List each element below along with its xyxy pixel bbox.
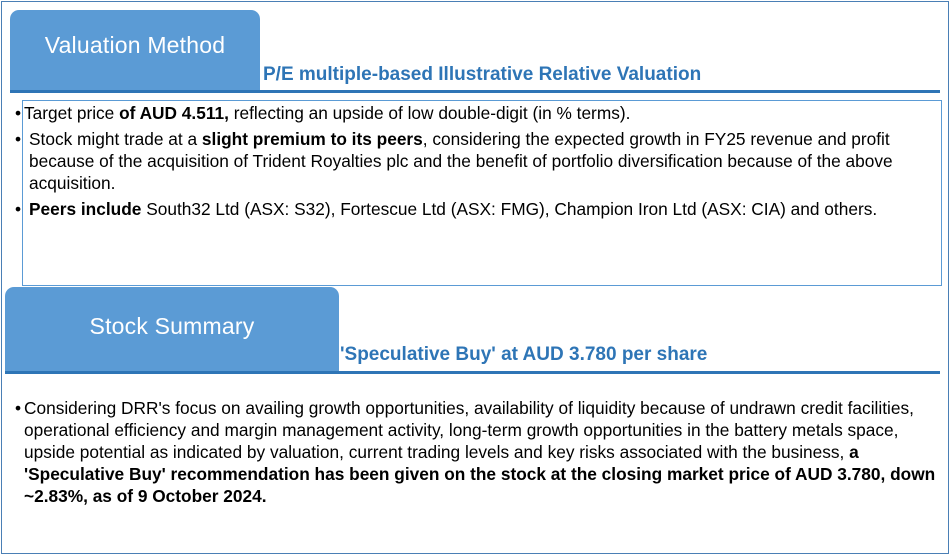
bullet-text: Considering DRR's focus on availing grow… <box>24 397 940 507</box>
text-run: Considering DRR's focus on availing grow… <box>24 398 914 462</box>
bullet-text: Target price of AUD 4.511, reflecting an… <box>24 102 935 124</box>
list-item: • Stock might trade at a slight premium … <box>15 128 935 194</box>
bullet-marker: • <box>15 129 22 149</box>
text-run: Stock might trade at a <box>29 129 202 149</box>
summary-subtitle: 'Speculative Buy' at AUD 3.780 per share <box>340 344 708 365</box>
summary-bullet-list: • Considering DRR's focus on availing gr… <box>15 397 940 511</box>
valuation-divider <box>10 90 940 93</box>
valuation-method-tab: Valuation Method <box>10 10 260 90</box>
list-item: • Peers include South32 Ltd (ASX: S32), … <box>15 198 935 220</box>
stock-summary-tab: Stock Summary <box>5 287 339 373</box>
list-item: • Considering DRR's focus on availing gr… <box>15 397 940 507</box>
text-run: , considering the expected growth in FY2… <box>29 129 893 193</box>
valuation-content-box <box>22 100 942 286</box>
bullet-marker: • <box>15 199 22 219</box>
bold-run: slight premium to its peers <box>201 129 423 149</box>
valuation-bullet-list: • Target price of AUD 4.511, reflecting … <box>15 102 935 224</box>
bold-run: a 'Speculative Buy' recommendation has b… <box>24 442 936 506</box>
bold-run: Peers include <box>29 199 142 219</box>
bullet-text: Peers include South32 Ltd (ASX: S32), Fo… <box>29 198 935 220</box>
stock-summary-title: Stock Summary <box>89 312 255 339</box>
valuation-method-title: Valuation Method <box>44 31 226 58</box>
text-run: reflecting an upside of low double-digit… <box>228 103 631 123</box>
bullet-text: Stock might trade at a slight premium to… <box>29 128 935 194</box>
text-run: Target price <box>24 103 120 123</box>
list-item: • Target price of AUD 4.511, reflecting … <box>15 102 935 124</box>
bold-run: of AUD 4.511, <box>119 103 229 123</box>
text-run: South32 Ltd (ASX: S32), Fortescue Ltd (A… <box>141 199 878 219</box>
summary-divider <box>5 371 940 374</box>
bullet-marker: • <box>15 398 22 418</box>
bullet-marker: • <box>15 103 22 123</box>
valuation-subtitle: P/E multiple-based Illustrative Relative… <box>263 64 702 85</box>
